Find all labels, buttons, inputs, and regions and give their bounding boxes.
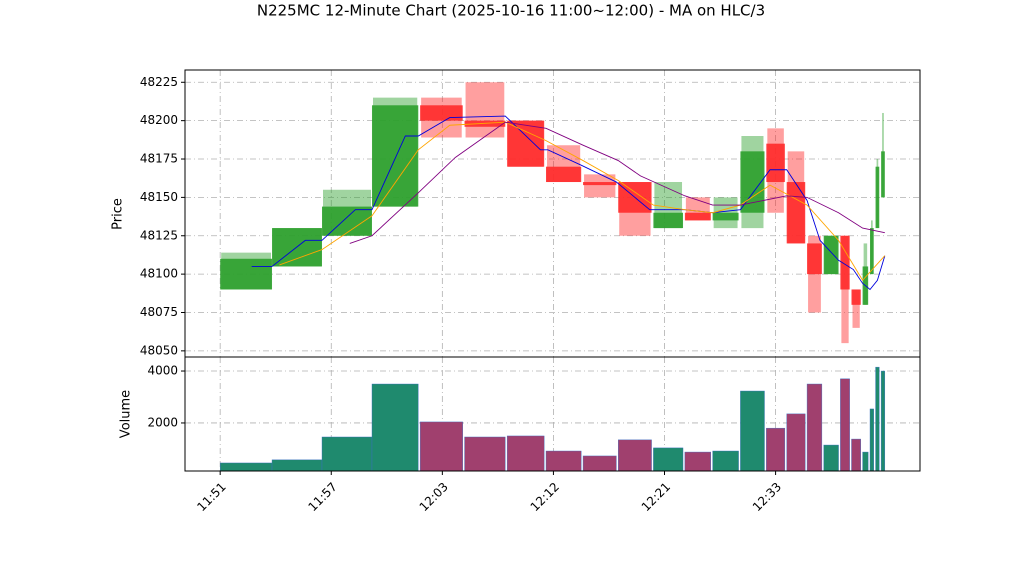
- moving-average-line: [251, 115, 886, 291]
- candle-body: [684, 212, 711, 221]
- y-tick-label: 48075: [140, 305, 178, 319]
- candle-body: [583, 182, 617, 186]
- y2-tick-label: 4000: [147, 364, 178, 378]
- volume-bar: [712, 450, 739, 472]
- volume-bar: [506, 435, 545, 472]
- volume-bar: [786, 413, 806, 472]
- volume-frame: [184, 356, 921, 472]
- volume-bar: [806, 383, 823, 472]
- y-tick-label: 48050: [140, 343, 178, 357]
- volume-bar: [851, 438, 861, 472]
- y-tick-label: 48125: [140, 228, 178, 242]
- candle-body: [807, 243, 822, 275]
- moving-average-line: [349, 121, 885, 244]
- candle-body: [507, 120, 545, 167]
- volume-bar: [545, 450, 582, 472]
- volume-bar: [582, 455, 617, 472]
- candle-body: [766, 143, 785, 183]
- volume-bar: [869, 408, 874, 472]
- candle-body: [546, 166, 582, 183]
- y-tick-label: 48150: [140, 190, 178, 204]
- plot: 48050 48075 48100 48125 48150 48175 48200 48225…: [140, 70, 920, 514]
- moving-average-line: [279, 121, 886, 282]
- volume-bar: [219, 462, 273, 472]
- candle-body: [420, 105, 463, 121]
- y-tick-label: 48200: [140, 113, 178, 127]
- candle-body: [875, 166, 880, 229]
- volume-bar: [419, 421, 463, 472]
- candle-body: [823, 235, 839, 275]
- chart-title: N225MC 12-Minute Chart (2025-10-16 11:00…: [257, 2, 765, 20]
- volume-bar: [740, 390, 765, 472]
- volume-bar: [684, 451, 711, 472]
- candle-body: [840, 235, 850, 290]
- volume-bar: [464, 436, 506, 472]
- candle-body: [786, 182, 806, 244]
- volume-bar: [618, 439, 652, 472]
- y-tick-label: 48100: [140, 267, 178, 281]
- volume-bar: [271, 459, 323, 472]
- volume-bar: [321, 436, 373, 472]
- y-tick-label: 48175: [140, 152, 178, 166]
- candle-body: [653, 212, 684, 229]
- y-tick-label: 48225: [140, 75, 178, 89]
- volume-bar: [862, 451, 869, 472]
- volume-bar: [371, 383, 419, 472]
- volume-bar: [653, 447, 684, 472]
- y2-tick-label: 2000: [147, 415, 178, 429]
- candle-body: [712, 212, 739, 221]
- y2-axis-label: Volume: [119, 390, 134, 438]
- y-axis-label: Price: [111, 198, 126, 230]
- volume-bar: [875, 366, 880, 472]
- candle-body: [220, 258, 273, 290]
- volume-bar: [823, 444, 839, 472]
- candle-body: [881, 151, 885, 198]
- volume-bar: [880, 370, 886, 472]
- volume-bar: [840, 378, 850, 472]
- candle-body: [870, 228, 874, 275]
- candle-body: [371, 105, 419, 207]
- candle-body: [851, 289, 861, 305]
- volume-bar: [766, 427, 786, 472]
